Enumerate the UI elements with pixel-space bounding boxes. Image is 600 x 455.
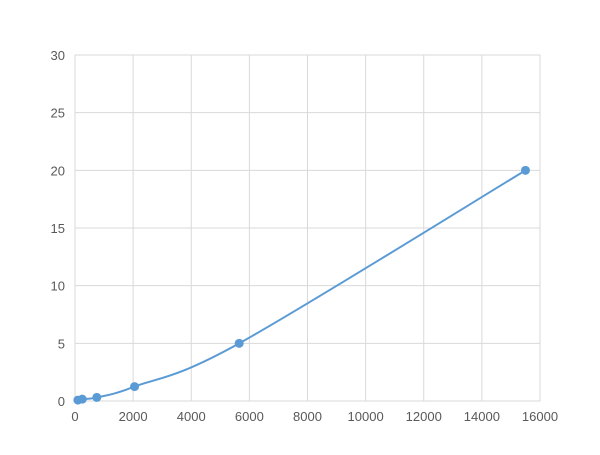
x-tick-label: 10000	[348, 409, 384, 424]
y-tick-label: 10	[51, 279, 65, 294]
data-point	[130, 382, 140, 392]
y-tick-label: 0	[58, 394, 65, 409]
x-tick-label: 0	[71, 409, 78, 424]
data-point	[234, 338, 244, 348]
x-tick-label: 4000	[177, 409, 206, 424]
y-tick-label: 5	[58, 336, 65, 351]
y-tick-label: 25	[51, 106, 65, 121]
x-tick-label: 14000	[464, 409, 500, 424]
x-tick-label: 2000	[119, 409, 148, 424]
y-tick-label: 20	[51, 163, 65, 178]
data-point	[92, 392, 102, 402]
x-tick-label: 12000	[406, 409, 442, 424]
data-point	[77, 394, 87, 404]
data-point	[520, 165, 530, 175]
x-tick-label: 16000	[522, 409, 558, 424]
x-tick-label: 8000	[293, 409, 322, 424]
y-tick-label: 15	[51, 221, 65, 236]
y-tick-label: 30	[51, 48, 65, 63]
x-tick-label: 6000	[235, 409, 264, 424]
